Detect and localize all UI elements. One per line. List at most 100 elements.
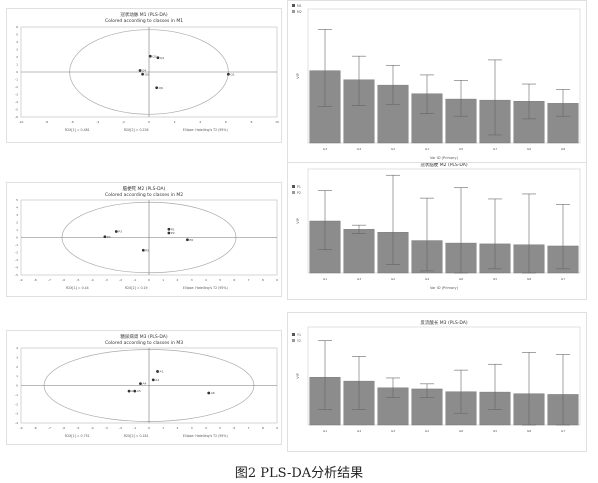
data-point [141,72,145,76]
chart-title: 糖尿病肾 M3 (PLS-DA) [120,333,168,340]
point-label: P1 [171,227,175,231]
bar [343,229,375,274]
y-tick-label: 1 [16,228,18,232]
category-label: G7 [561,429,565,433]
y-tick-label: -3 [15,412,18,416]
data-point [155,86,159,90]
scatter-plot-3: 糖尿病肾 M3 (PLS-DA)Colored according to cla… [15,333,278,438]
x-tick-label: -1 [133,426,136,430]
y-axis-label: VIP [296,373,300,379]
legend-swatch [292,333,295,336]
x-tick-label: -3 [105,426,108,430]
footer-note: R2X[2] = 0.226 [124,128,149,132]
y-tick-label: 2 [16,365,18,369]
y-tick-label: -6 [15,115,18,119]
y-tick-label: 5 [16,198,18,202]
x-tick-label: -8 [45,120,48,124]
x-tick-label: -4 [91,278,94,282]
category-label: G7 [493,147,497,151]
x-tick-label: 2 [174,120,176,124]
footer-note: Ellipse: Hotelling's T2 (95%) [183,434,228,438]
figure-caption: 图2 PLS-DA分析结果 [234,466,364,481]
x-axis-label: Var ID (Primary) [430,286,459,290]
x-tick-label: 6 [233,426,235,430]
y-tick-label: 2 [16,221,18,225]
category-label: G4 [357,147,361,151]
footer-note: R2X[2] = 0.181 [124,434,149,438]
bar-panel-3: 反流酸长 M3 (PLS-DA) VIP G1 G4 G3 G2 G6 G5 G8 G7 Y1 Y2 [287,312,587,452]
category-label: G5 [493,277,497,281]
chart-title: 脑梗死 M2 (PLS-DA) [123,185,166,192]
y-axis-label: VIP [296,218,300,224]
chart-subtitle: Colored according to classes in M3 [105,340,183,346]
point-label: A3 [131,389,135,393]
legend-swatch [292,4,295,7]
x-tick-label: 1 [162,426,164,430]
x-tick-label: -9 [20,278,23,282]
x-tick-label: -2 [122,120,125,124]
y-tick-label: -1 [15,78,18,82]
x-tick-label: 6 [233,278,235,282]
scatter-panel-1: 冠状动脉 M1 (PLS-DA) Colored according to cla… [6,8,282,143]
x-tick-label: -1 [133,278,136,282]
y-tick-label: 0 [16,384,18,388]
x-tick-label: -7 [48,278,51,282]
x-tick-label: -5 [76,426,79,430]
x-tick-label: -6 [62,426,65,430]
category-label: G6 [527,147,531,151]
legend-label: P2 [297,191,301,195]
bar-plot-3: 反流酸长 M3 (PLS-DA) VIP G1 G4 G3 G2 G6 G5 G8 G7 Y1 Y2 [292,319,581,433]
category-label: G3 [357,277,361,281]
category-label: G4 [425,277,429,281]
legend-swatch [292,339,295,342]
plot-frame [307,326,581,426]
point-label: A4 [142,382,146,386]
x-tick-label: 0 [148,426,150,430]
footer-note: R2X[1] = 0.751 [65,434,90,438]
category-label: G1 [323,277,327,281]
bar-panel-2: 冠状脑梗 M2 (PLS-DA) VIP Var ID (Primary) G1 G3 G… [287,161,587,300]
bar-plot-2: 冠状脑梗 M2 (PLS-DA) VIP Var ID (Primary) G1 G3 G… [292,161,581,290]
x-tick-label: 0 [148,120,150,124]
y-tick-label: 6 [16,25,18,29]
x-tick-label: -8 [34,278,37,282]
data-point [133,389,137,393]
y-tick-label: -4 [15,100,18,104]
category-label: G5 [459,147,463,151]
y-tick-label: -3 [15,258,18,262]
point-label: A2 [155,378,159,382]
point-label: Q2 [160,56,164,60]
category-label: G6 [459,429,463,433]
x-tick-label: 7 [248,426,250,430]
x-tick-label: -10 [19,120,24,124]
x-tick-label: 8 [250,120,252,124]
chart-title: 冠状脑梗 M2 (PLS-DA) [420,163,468,168]
legend-swatch [292,10,295,13]
x-tick-label: -7 [48,426,51,430]
x-tick-label: -6 [71,120,74,124]
point-label: Q6 [159,86,163,90]
chart-title: 反流酸长 M3 (PLS-DA) [420,319,468,326]
chart-title: 冠状动脉 M1 (PLS-DA) [120,11,168,18]
point-label: P6 [189,238,193,242]
y-axis-label: VIP [296,73,300,79]
x-tick-label: 5 [219,426,221,430]
y-tick-label: 1 [16,63,18,67]
x-tick-label: -6 [62,278,65,282]
x-tick-label: 3 [191,278,193,282]
y-tick-label: 4 [16,40,18,44]
point-label: A1 [160,369,164,373]
data-point [186,238,189,242]
x-tick-label: 8 [262,278,264,282]
x-tick-label: 2 [176,426,178,430]
y-tick-label: 1 [16,374,18,378]
category-label: G8 [527,429,531,433]
y-tick-label: 4 [16,346,18,350]
footer-note: Ellipse: Hotelling's T2 (95%) [183,128,228,132]
x-tick-label: 8 [262,426,264,430]
data-point [141,248,145,252]
scatter-plot-1: 冠状动脉 M1 (PLS-DA)Colored according to cla… [15,11,279,132]
category-label: G2 [391,147,395,151]
y-tick-label: -1 [15,393,18,397]
footer-note: R2X[1] = 0.481 [65,128,90,132]
